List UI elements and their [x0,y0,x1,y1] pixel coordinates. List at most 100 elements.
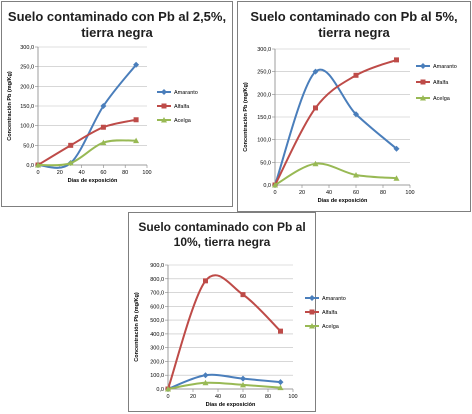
x-tick-label: 80 [265,394,271,400]
series-line-acelga [167,381,281,390]
chart-title: Suelo contaminado con Pb al 5%, tierra n… [250,9,458,40]
y-tick-label: 50,0 [260,160,271,166]
legend-marker [161,89,167,95]
data-point-alfalfa [68,142,74,148]
y-axis-title: Concentración Pb (mg/Kg) [243,82,249,152]
x-tick-label: 20 [299,190,305,196]
legend-marker [309,295,315,301]
legend-marker [161,103,167,109]
x-tick-label: 0 [36,170,39,176]
legend-label: Acelga [322,324,340,330]
series-line-amaranto [167,373,281,390]
x-tick-label: 100 [405,190,414,196]
data-point-amaranto [277,379,284,386]
legend-label: Alfalfa [322,310,338,316]
y-tick-label: 200,0 [20,84,34,90]
y-tick-label: 300,0 [20,45,34,51]
data-point-acelga [35,162,41,168]
y-tick-label: 200,0 [257,92,271,98]
chart-panel-pb-2-5: Suelo contaminado con Pb al 2,5%, tierra… [1,1,233,207]
y-tick-label: 500,0 [150,318,164,324]
series-line-amaranto [274,68,398,186]
data-point-alfalfa [313,105,318,111]
chart-title: Suelo contaminado con Pb al 10%, tierra … [138,220,306,249]
data-point-acelga [272,182,278,188]
line-chart-pb-5: 0,0 50,0 100,0 150,0 200,0 250,0 300,0 0 20 40 60 8… [243,47,457,204]
legend-marker [420,63,426,69]
legend-label: Acelga [433,96,451,102]
x-tick-label: 40 [79,170,85,176]
series-line-acelga [274,162,397,186]
legend-label: Amaranto [322,296,346,302]
x-tick-label: 80 [380,190,386,196]
legend-label: Alfalfa [174,104,190,110]
data-point-alfalfa [100,124,106,130]
y-axis-title: Concentración Pb (mg/Kg) [134,292,140,362]
x-tick-label: 40 [326,190,332,196]
series-line-amaranto [37,64,137,169]
legend-marker [309,309,315,315]
legend-label: Amaranto [433,64,457,70]
data-point-amaranto [202,372,209,379]
x-tick-label: 20 [57,170,63,176]
y-tick-label: 100,0 [150,373,164,379]
series-line-acelga [37,139,137,167]
legend-label: Alfalfa [433,80,449,86]
y-tick-label: 400,0 [150,332,164,338]
data-point-alfalfa [203,278,208,284]
data-point-alfalfa [394,57,399,63]
y-tick-label: 900,0 [150,263,164,269]
data-point-acelga [353,172,359,178]
y-tick-label: 300,0 [257,47,271,53]
legend-label: Acelga [174,118,192,124]
x-axis-title: Días de exposición [318,198,368,204]
x-tick-label: 100 [288,394,297,400]
legend-marker [161,117,167,123]
y-tick-label: 200,0 [150,359,164,365]
legend-marker [420,79,426,85]
chart-panel-pb-5: Suelo contaminado con Pb al 5%, tierra n… [237,1,471,212]
data-point-alfalfa [240,292,246,298]
data-point-acelga [240,381,246,388]
data-point-alfalfa [353,72,359,78]
chart-title: Suelo contaminado con Pb al 2,5%, tierra… [7,9,227,40]
x-tick-label: 0 [166,394,169,400]
y-tick-label: 100,0 [20,124,34,130]
legend-label: Amaranto [174,90,198,96]
data-point-acelga [312,160,319,167]
data-point-acelga [133,137,140,144]
series-line-alfalfa [37,118,137,166]
x-tick-label: 40 [215,394,221,400]
y-tick-label: 0,0 [26,163,34,169]
x-tick-label: 20 [190,394,196,400]
data-point-amaranto [393,145,400,152]
line-chart-pb-10: 0,0 100,0 200,0 300,0 400,0 500,0 600,0 700,0 80… [134,263,346,408]
y-tick-label: 150,0 [257,115,271,121]
y-tick-label: 0,0 [263,183,271,189]
y-axis-title: Concentración Pb (mg/Kg) [7,71,13,141]
y-tick-label: 100,0 [257,138,271,144]
legend-marker [309,323,315,329]
data-point-acelga [165,386,171,392]
series-line-alfalfa [274,58,397,186]
data-point-acelga [100,139,107,146]
legend-marker [420,95,426,101]
data-point-acelga [393,175,400,181]
data-point-amaranto [240,375,246,382]
data-point-alfalfa [278,328,283,334]
series-line-alfalfa [167,274,282,390]
data-point-acelga [67,160,74,166]
data-point-amaranto [312,68,319,75]
line-chart-pb-2-5: 0,0 50,0 100,0 150,0 200,0 250,0 300,0 0 20 40 60 8… [7,45,198,184]
data-point-amaranto [100,103,107,109]
y-tick-label: 800,0 [150,277,164,283]
x-tick-label: 80 [122,170,128,176]
x-axis-title: Días de exposición [68,178,118,184]
x-tick-label: 60 [353,190,359,196]
x-tick-label: 60 [240,394,246,400]
x-tick-label: 0 [273,190,276,196]
y-tick-label: 700,0 [150,291,164,297]
y-tick-label: 250,0 [20,65,34,71]
y-tick-label: 600,0 [150,304,164,310]
y-tick-label: 150,0 [20,104,34,110]
